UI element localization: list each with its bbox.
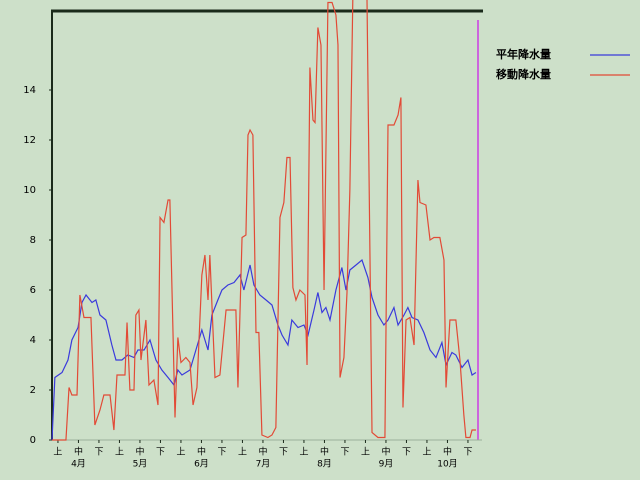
x-tick-label: 上	[299, 447, 308, 458]
month-label: 7月	[256, 459, 271, 470]
x-tick-label: 上	[422, 447, 431, 458]
x-tick-label: 上	[115, 447, 124, 458]
x-tick-label: 中	[258, 446, 267, 458]
y-tick-label: 2	[30, 385, 36, 396]
x-tick-label: 下	[156, 448, 165, 458]
x-tick-label: 上	[53, 447, 62, 458]
x-tick-label: 中	[320, 446, 329, 458]
y-tick-label: 12	[23, 135, 36, 146]
legend-label: 移動降水量	[496, 67, 551, 81]
x-tick-label: 下	[94, 448, 103, 458]
x-tick-label: 上	[238, 447, 247, 458]
y-tick-label: 0	[30, 435, 36, 446]
y-tick-label: 14	[23, 85, 36, 96]
x-tick-label: 下	[463, 448, 472, 458]
x-tick-label: 上	[361, 447, 370, 458]
x-tick-label: 中	[443, 446, 452, 458]
x-tick-label: 中	[381, 446, 390, 458]
legend-label: 平年降水量	[496, 47, 551, 61]
x-tick-label: 中	[135, 446, 144, 458]
x-tick-label: 中	[74, 446, 83, 458]
x-tick-label: 下	[217, 448, 226, 458]
month-label: 5月	[133, 459, 148, 470]
series-line	[51, 258, 477, 441]
x-tick-label: 上	[176, 447, 185, 458]
y-tick-label: 10	[23, 185, 36, 196]
series-line	[52, 0, 476, 441]
x-tick-label: 下	[402, 448, 411, 458]
month-label: 4月	[71, 459, 86, 470]
x-tick-label: 中	[197, 446, 206, 458]
y-tick-label: 8	[30, 235, 36, 246]
month-label: 10月	[437, 459, 457, 470]
month-label: 8月	[317, 459, 332, 470]
y-tick-label: 6	[30, 285, 36, 296]
y-tick-label: 4	[30, 335, 36, 346]
x-tick-label: 下	[340, 448, 349, 458]
month-label: 9月	[379, 459, 394, 470]
x-tick-label: 下	[279, 448, 288, 458]
month-label: 6月	[194, 459, 209, 470]
